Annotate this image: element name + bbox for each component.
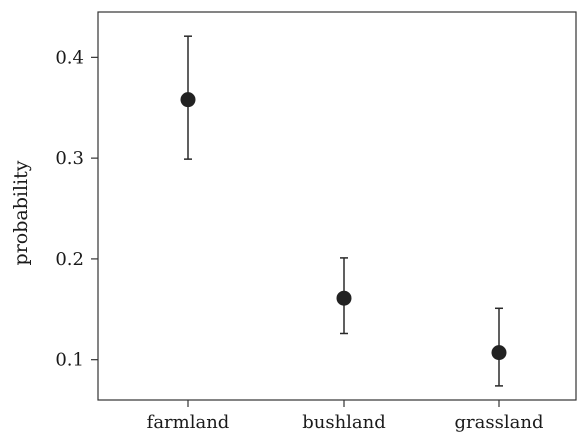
y-tick-label: 0.1 (55, 350, 84, 371)
data-point-bushland (336, 290, 352, 306)
y-tick-label: 0.2 (55, 249, 84, 270)
y-axis-ticks: 0.1 0.2 0.3 0.4 (55, 47, 98, 371)
x-tick-label-bushland: bushland (302, 412, 386, 433)
y-axis-label: probability (10, 160, 32, 265)
plot-frame (97, 11, 577, 401)
data-series (180, 35, 507, 387)
x-axis-ticks: farmland bushland grassland (147, 400, 544, 433)
data-point-grassland (491, 345, 507, 361)
y-tick-label: 0.4 (55, 47, 84, 68)
y-tick-label: 0.3 (55, 148, 84, 169)
x-tick-label-grassland: grassland (455, 412, 544, 433)
x-tick-label-farmland: farmland (147, 412, 230, 433)
data-point-farmland (180, 92, 196, 108)
